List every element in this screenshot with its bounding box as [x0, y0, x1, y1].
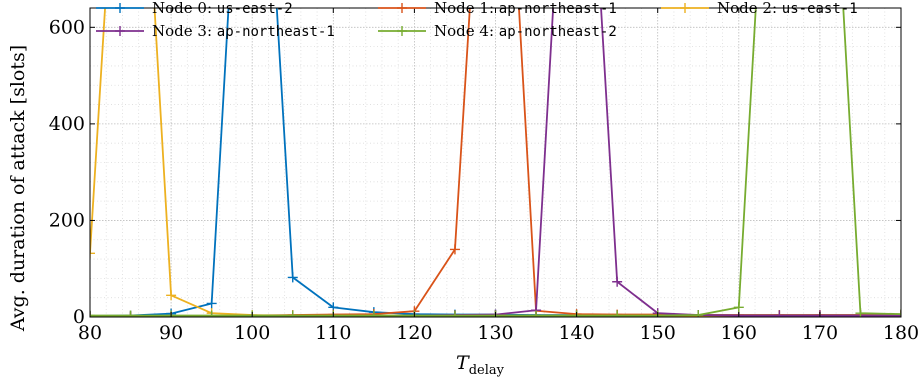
data-point-marker	[896, 310, 901, 317]
legend-marker	[115, 3, 125, 13]
y-tick-label: 200	[49, 209, 85, 231]
data-point-marker	[896, 309, 901, 317]
data-point-marker	[206, 310, 217, 317]
legend-marker	[397, 26, 407, 36]
legend-entry-4: Node 4: ap-northeast-2	[378, 22, 617, 40]
legend-label-prefix: Node 4:	[434, 22, 499, 40]
x-tick-label: 140	[558, 322, 594, 344]
data-point-marker	[531, 310, 542, 317]
x-tick-label: 110	[315, 322, 351, 344]
y-tick-label: 0	[73, 306, 85, 328]
data-point-marker	[612, 310, 623, 317]
legend-marker	[680, 3, 690, 13]
x-tick-label: 180	[883, 322, 918, 344]
data-point-marker	[612, 276, 623, 287]
legend-label: Node 3: ap-northeast-1	[152, 22, 335, 40]
x-tick-label: 100	[234, 322, 270, 344]
legend-label-prefix: Node 2:	[717, 0, 782, 17]
legend-label: Node 4: ap-northeast-2	[434, 22, 617, 40]
legend-label-region: us-east-1	[782, 1, 858, 17]
legend-label-region: ap-northeast-1	[499, 1, 617, 17]
legend-entry-0: Node 0: us-east-2	[96, 0, 293, 17]
legend-label-prefix: Node 0:	[152, 0, 217, 17]
x-tick-label: 160	[721, 322, 757, 344]
data-point-marker	[449, 310, 460, 317]
x-tick-label: 130	[477, 322, 513, 344]
x-tick-label: 120	[396, 322, 432, 344]
data-point-marker	[693, 310, 704, 317]
y-tick-label: 600	[49, 16, 85, 38]
x-tick-label: 150	[640, 322, 676, 344]
data-point-marker	[287, 272, 298, 283]
data-point-marker	[855, 308, 866, 317]
legend-label-prefix: Node 3:	[152, 22, 217, 40]
x-tick-label: 90	[159, 322, 183, 344]
legend-label: Node 0: us-east-2	[152, 0, 293, 17]
legend-entry-2: Node 2: us-east-1	[661, 0, 858, 17]
data-point-marker	[287, 310, 298, 317]
legend-label: Node 1: ap-northeast-1	[434, 0, 617, 17]
legend-marker	[115, 26, 125, 36]
data-point-marker	[90, 310, 95, 317]
legend-label-region: us-east-2	[217, 1, 293, 17]
y-axis-label: Avg. duration of attack [slots]	[7, 45, 29, 332]
data-point-marker	[449, 244, 460, 255]
x-axis-label: Tdelay	[456, 352, 505, 378]
data-point-marker	[206, 298, 217, 309]
y-tick-label: 400	[49, 113, 85, 135]
legend-marker	[397, 3, 407, 13]
legend-label-region: ap-northeast-1	[217, 24, 335, 40]
x-tick-label: 170	[802, 322, 838, 344]
legend-label-prefix: Node 1:	[434, 0, 499, 17]
data-point-marker	[733, 302, 744, 313]
x-tick-label: 80	[78, 322, 102, 344]
legend: Node 0: us-east-2 Node 1: ap-northeast-1 N…	[96, 0, 858, 40]
axes: 80 90 100 110 120 130 140 150 160 170 180 0 200 400 60…	[49, 8, 918, 344]
legend-entry-3: Node 3: ap-northeast-1	[96, 22, 335, 40]
x-axis-label-main: T	[456, 352, 470, 374]
data-point-marker	[368, 310, 379, 317]
legend-label-region: ap-northeast-2	[499, 24, 617, 40]
legend-label: Node 2: us-east-1	[717, 0, 858, 17]
data-point-marker	[125, 310, 136, 317]
data-point-marker	[90, 248, 95, 259]
data-point-marker	[166, 290, 177, 301]
legend-entry-1: Node 1: ap-northeast-1	[378, 0, 617, 17]
grid	[89, 7, 902, 318]
data-point-marker	[774, 310, 785, 317]
x-axis-label-subscript: delay	[469, 363, 505, 378]
